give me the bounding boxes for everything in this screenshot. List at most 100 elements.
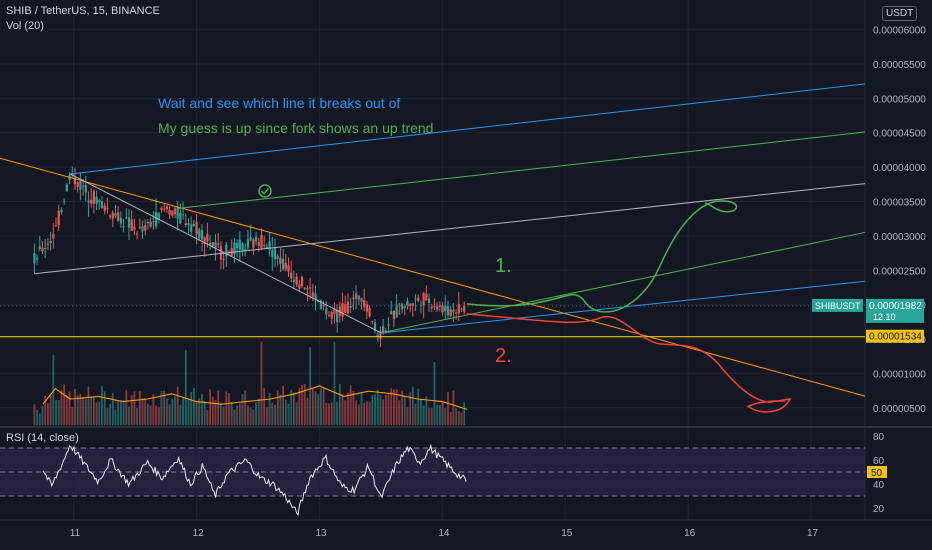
candle-body [322,305,325,307]
volume-bar [184,350,187,425]
price-tick-label: 0.00000500 [873,404,926,415]
volume-bar [82,398,84,425]
candle-body [225,244,228,257]
candle-body [154,212,158,227]
volume-bar [222,406,225,425]
volume-bar [360,393,363,425]
candle-body [360,298,363,302]
volume-bar [111,392,114,425]
candle-body [398,313,401,315]
candle-body [382,325,385,334]
candle-body [268,241,271,250]
volume-bar [282,385,284,425]
candle-body [71,173,74,176]
candle-body [76,182,79,187]
volume-bar [114,409,117,425]
trend-line-green[interactable] [380,231,866,334]
candle-body [357,295,360,300]
candle-body [452,309,455,313]
price-tick-label: 0.00003500 [873,197,926,208]
rsi-value-text: 50 [871,468,883,479]
volume-bar [47,403,49,425]
trend-line-green[interactable] [178,131,866,209]
candle-body [152,221,155,223]
volume-bar [303,383,306,425]
volume-bar [265,407,268,425]
volume-bar [330,402,333,425]
volume-bar [382,399,385,425]
candle-body [57,210,60,226]
volume-bar [144,398,147,425]
trend-line-gray[interactable] [34,183,866,275]
check-mark-icon [260,187,270,195]
volume-bar [233,409,236,425]
volume-bar [55,400,57,425]
candle-body [141,226,144,232]
volume-bar [403,396,406,425]
volume-bar [65,395,68,425]
candle-body [87,200,90,203]
trend-line-orange[interactable] [0,157,866,397]
candle-body [244,249,247,251]
trend-line-blue[interactable] [69,83,866,175]
volume-bar [92,397,95,425]
bearish-projection-path[interactable] [466,313,792,413]
current-price-badge[interactable] [866,298,924,323]
candle-body [190,224,193,232]
candle-body [241,243,244,252]
volume-bar [168,404,171,425]
volume-bar [338,384,341,425]
candle-body [49,241,52,244]
volume-bar [147,403,149,425]
symbol-title[interactable]: SHIB / TetherUS, 15, BINANCE [6,5,160,17]
volume-bar [87,386,90,425]
volume-bar [452,390,455,425]
candle-body [273,248,277,260]
support-price-badge[interactable] [866,329,924,343]
volume-bar [106,408,109,425]
volume-bar [287,403,290,425]
candle-body [384,330,387,333]
price-tick-label: 0.00001000 [873,369,926,380]
candle-body [460,308,463,310]
volume-bar [422,405,425,425]
candle-body [46,243,50,245]
volume-bar [125,390,128,425]
trend-line-gray[interactable] [69,173,382,334]
volume-bar [295,402,298,425]
annotation-mark-2: 2. [495,345,512,367]
candle-body [219,246,223,260]
candle-body [187,223,190,225]
time-tick-label: 17 [807,528,819,539]
candle-body [403,305,406,309]
volume-bar [420,399,422,425]
volume-bar [322,387,325,425]
candle-body [65,184,68,192]
volume-bar [352,390,355,425]
volume-legend[interactable]: Vol (20) [6,20,44,32]
candle-body [363,300,366,308]
currency-button[interactable]: USDT [882,6,918,21]
candle-body [63,200,66,202]
volume-bar [230,402,233,425]
rsi-legend[interactable]: RSI (14, close) [6,432,79,444]
volume-bar [460,412,463,425]
candle-body [36,257,39,260]
candle-body [192,224,195,226]
volume-bar [195,400,198,425]
candle-body [119,217,123,224]
volume-bar [298,388,301,425]
volume-bar [160,390,163,425]
bullish-projection-path[interactable] [466,200,738,313]
volume-bar [128,406,130,425]
rsi-tick-label: 20 [873,504,885,515]
volume-bar [365,401,368,425]
candle-body [298,284,301,289]
candle-body [54,225,58,227]
volume-bar [257,398,260,425]
volume-bar [174,396,176,425]
candle-body [246,239,250,248]
volume-bar [90,396,93,425]
candle-body [441,304,444,313]
